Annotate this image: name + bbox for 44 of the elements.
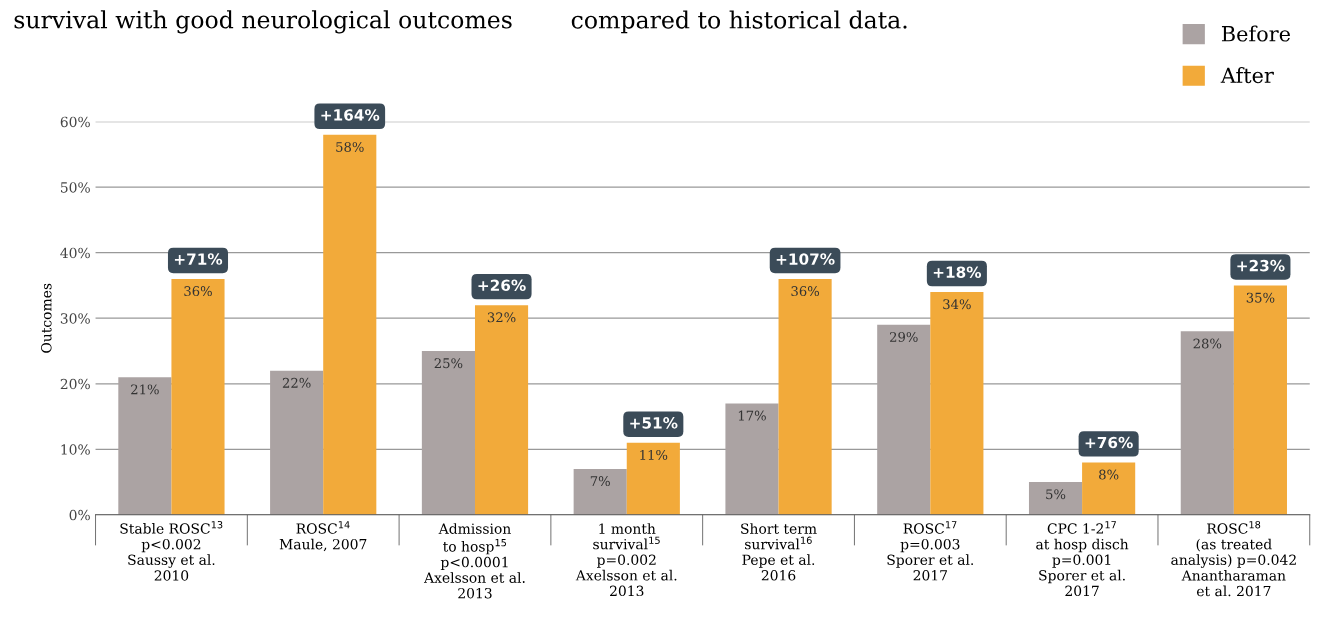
- data-label: 35%: [1246, 292, 1275, 303]
- legend-label: After: [1220, 67, 1274, 84]
- annotation: +18%: [933, 266, 982, 278]
- data-label: 58%: [336, 141, 364, 152]
- data-label: 17%: [738, 410, 766, 421]
- y-tick-label: 60%: [60, 116, 90, 128]
- annotation: +51%: [630, 417, 678, 429]
- annotation: +164%: [321, 109, 380, 121]
- text: compared to historical data.: [571, 10, 907, 34]
- y-axis-title: Outcomes: [41, 283, 52, 353]
- x-tick-label: Admission to hosp$^{15}$ p<0.0001 Axelsson et al. 2013: [423, 523, 525, 599]
- y-tick-label: 50%: [60, 182, 90, 193]
- text: survival with good neurological outcomes: [14, 10, 512, 34]
- data-label: 22%: [282, 377, 311, 388]
- y-tick-label: 20%: [60, 378, 90, 390]
- x-tick-label: ROSC$^{17}$ p=0.003 Sporer et al. 2017: [887, 521, 974, 581]
- legend-label: Before: [1221, 25, 1290, 42]
- y-tick-label: 40%: [60, 247, 90, 259]
- x-tick-label: ROSC$^{18}$ (as treated analysis) p=0.042 Anantharaman et al. 2017: [1171, 521, 1296, 597]
- x-tick-label: 1 month survival$^{15}$ p=0.002 Axelsson et al. 2013: [575, 523, 677, 597]
- data-label: 34%: [943, 299, 971, 310]
- annotation: +26%: [478, 279, 526, 292]
- data-label: 28%: [1193, 338, 1222, 349]
- category-label: Stable ROSC$^{13}$ p<0.002 Saussy et al. 2010: [120, 521, 223, 581]
- x-tick-label: ROSC$^{14}$ Maule, 2007: [279, 521, 367, 552]
- annotation: +71%: [174, 253, 223, 265]
- data-label: 21%: [131, 384, 159, 395]
- x-tick-label: Short term survival$^{16}$ Pepe et al. 2016: [741, 523, 817, 581]
- data-label: 36%: [791, 286, 820, 297]
- data-label: 8%: [1099, 469, 1119, 480]
- annotation: +23%: [1237, 259, 1285, 272]
- y-tick-label: 30%: [60, 313, 90, 324]
- data-label: 32%: [487, 312, 516, 323]
- annotation: +76%: [1085, 436, 1133, 449]
- data-label: 7%: [590, 476, 610, 487]
- data-label: 25%: [434, 358, 463, 369]
- data-label: 11%: [640, 449, 668, 460]
- data-label: 36%: [184, 286, 212, 297]
- data-label: 5%: [1046, 489, 1066, 500]
- annotation: +107%: [776, 253, 835, 265]
- y-tick-label: 0%: [69, 509, 90, 521]
- x-tick-label: CPC 1-2$^{17}$ at hosp disch p=0.001 Sporer et al. 2017: [1036, 521, 1129, 597]
- data-label: 29%: [889, 331, 918, 342]
- y-tick-label: 10%: [61, 444, 90, 455]
